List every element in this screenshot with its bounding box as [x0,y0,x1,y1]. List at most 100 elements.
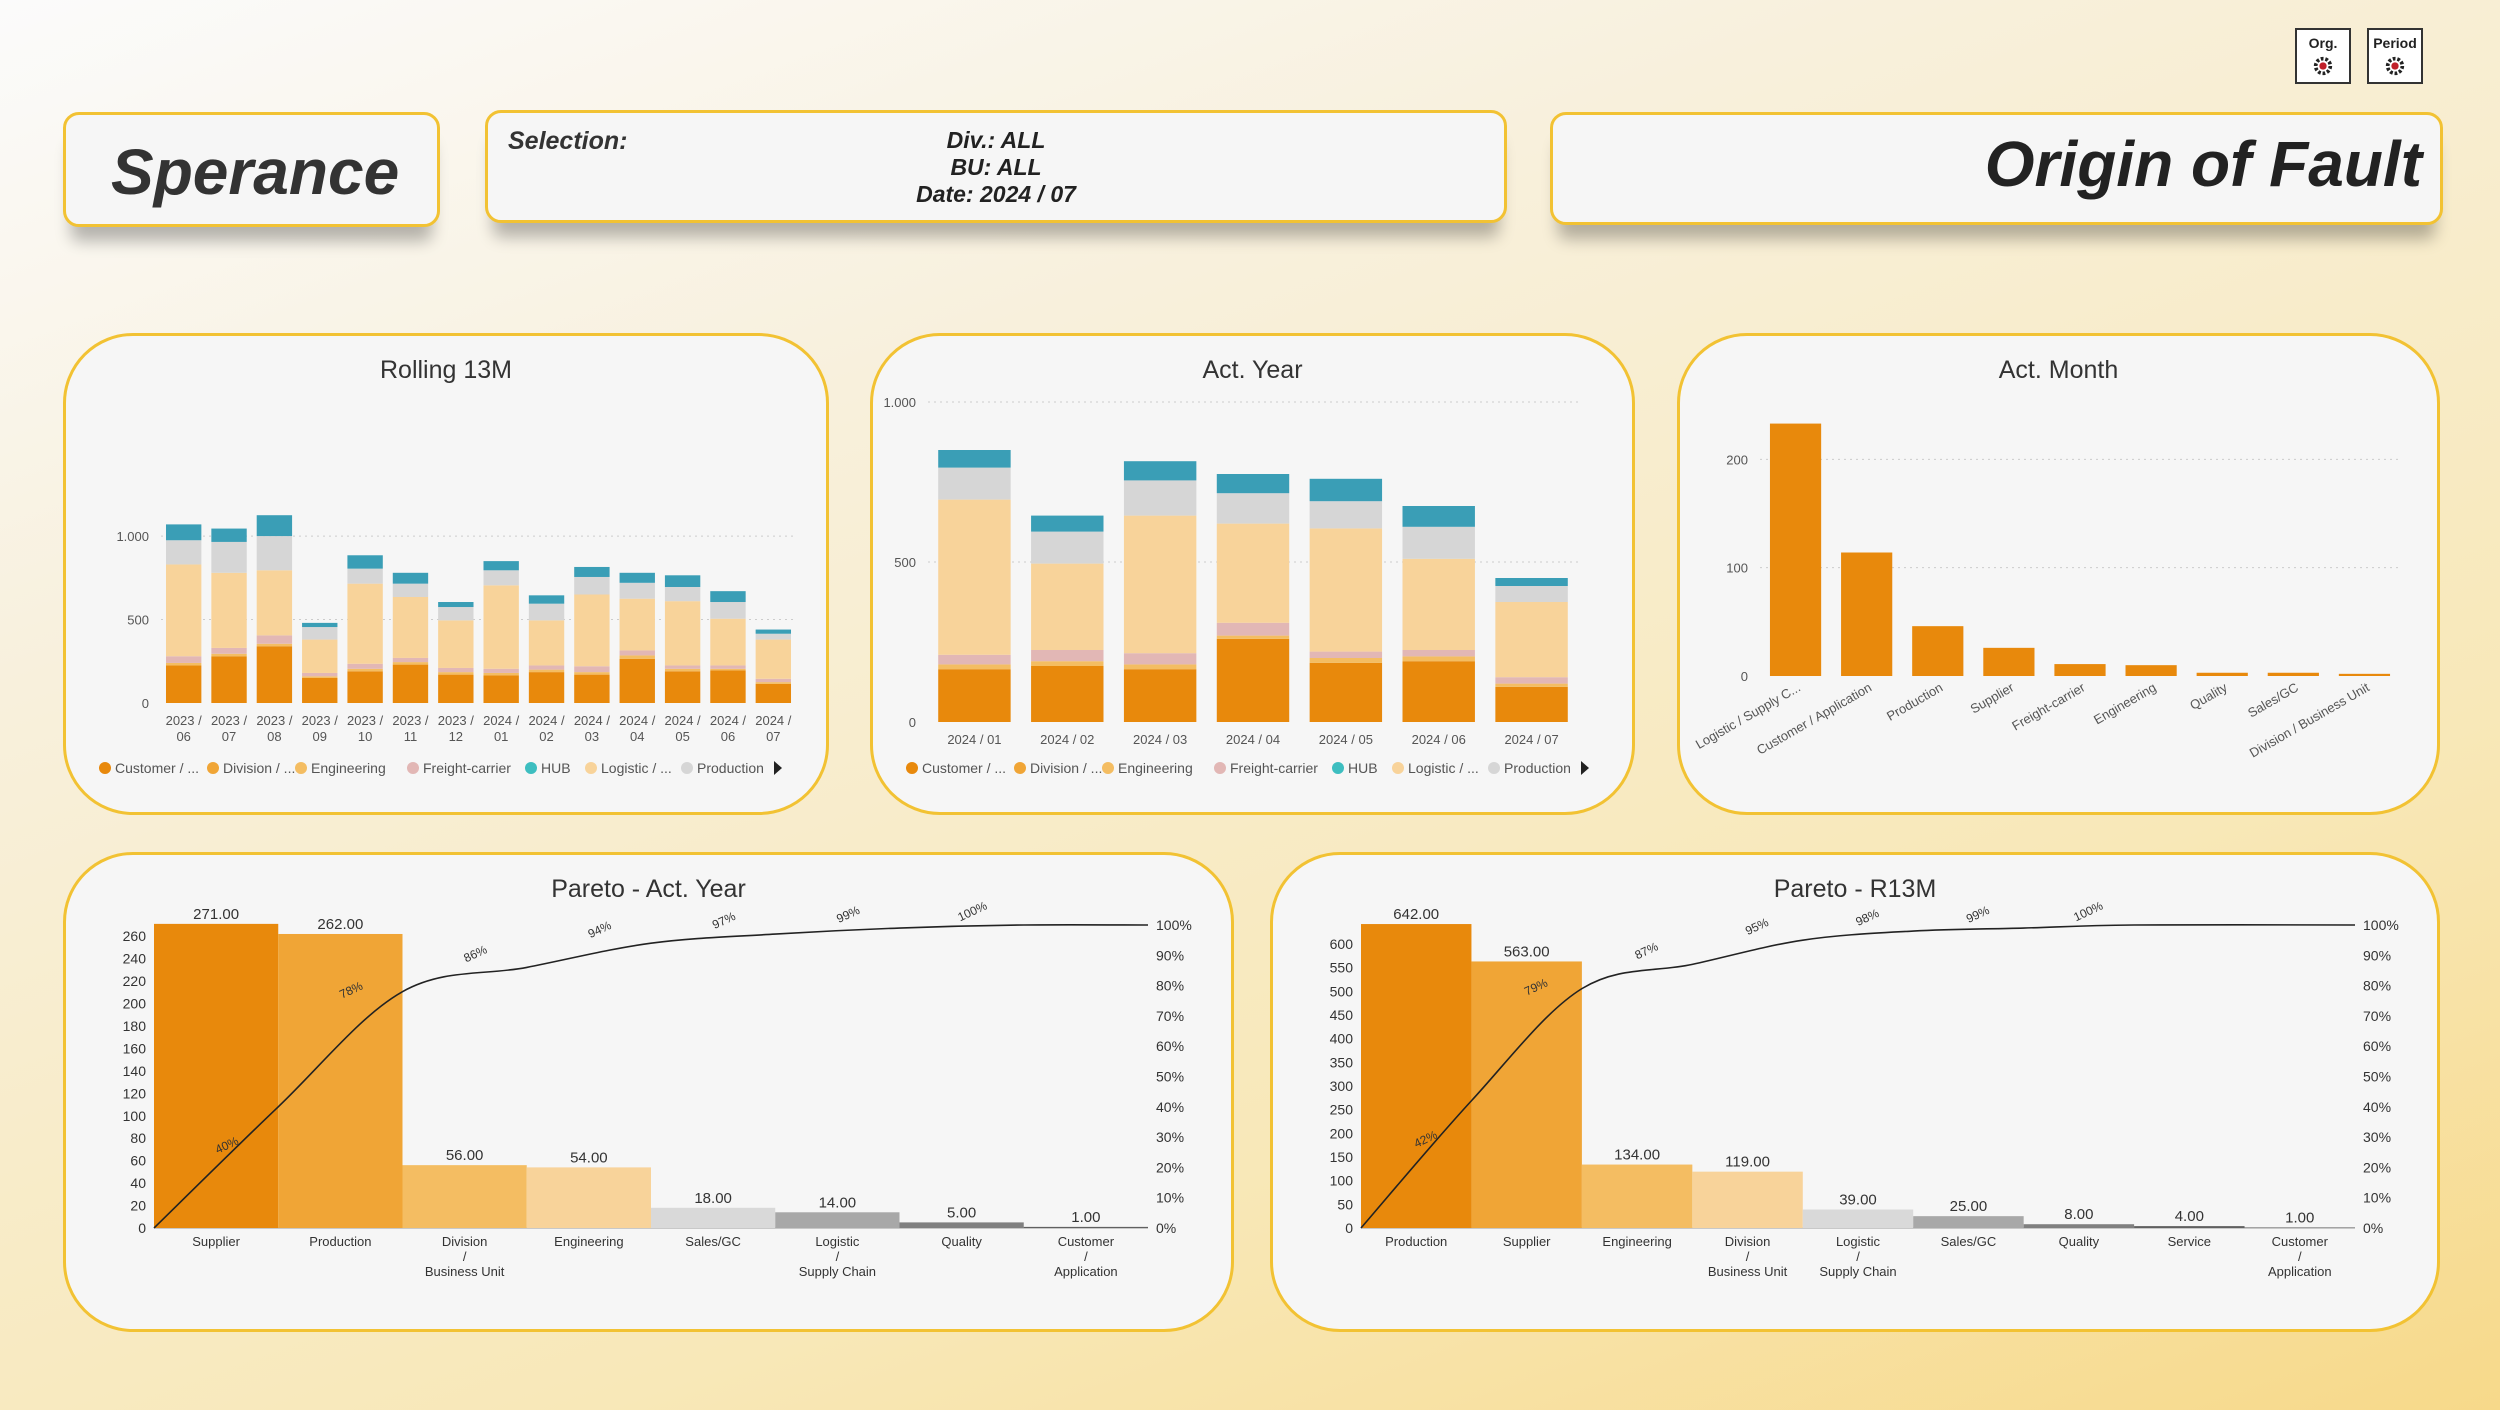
bar-segment [528,620,565,666]
legend-swatch [1332,762,1344,774]
bar-segment [574,576,610,595]
x-tick-label: 2024 / [755,713,792,728]
bar-segment [1309,528,1383,652]
bar-segment [755,639,792,679]
x-tick-label: Quality [2059,1234,2100,1249]
x-tick-label: Supplier [1503,1234,1551,1249]
data-label: 18.00 [694,1190,732,1207]
gear-icon [2385,56,2405,76]
y2-tick-label: 40% [1156,1099,1184,1115]
legend-label: Logistic / ... [601,760,672,776]
bar-segment [392,572,429,584]
y-tick-label: 600 [1330,936,1354,952]
bar-segment [710,665,746,669]
bar-segment [1123,515,1197,654]
period-filter-button[interactable]: Period [2367,28,2423,84]
x-tick-label: 2024 / [483,713,520,728]
bar-segment [1495,683,1568,687]
bar [154,923,279,1228]
bar [1471,961,1582,1228]
y2-tick-label: 20% [1156,1159,1184,1175]
bar-segment [302,639,338,673]
x-tick-label: 01 [494,729,508,744]
bar-segment [619,658,655,703]
x-tick-label: / [1856,1249,1860,1264]
bar-segment [392,583,429,598]
bar-segment [347,663,383,669]
bar-segment [574,666,610,673]
bar-segment [1216,474,1290,494]
bar [2125,665,2177,676]
bar-segment [483,668,519,673]
bar-segment [438,620,474,668]
x-tick-label: / [2298,1249,2302,1264]
y-tick-label: 60 [130,1153,146,1169]
legend-label: Freight-carrier [423,760,511,776]
x-tick-label: / [836,1249,840,1264]
org-filter-button[interactable]: Org. [2295,28,2351,84]
x-tick-label: Sales/GC [1941,1234,1997,1249]
data-label: 642.00 [1393,906,1439,923]
bar-segment [938,664,1011,670]
org-button-label: Org. [2308,35,2338,51]
bar-segment [1402,656,1475,662]
bar-segment [755,678,792,683]
bar-segment [256,570,293,636]
y2-tick-label: 80% [2363,978,2391,994]
y-tick-label: 50 [1337,1196,1353,1212]
cumulative-label: 86% [462,942,490,965]
selection-card: Selection: Div.: ALL BU: ALL Date: 2024 … [485,110,1507,223]
logo: Sperance [111,136,400,208]
y-tick-label: 180 [123,1018,147,1034]
bar-segment [574,674,610,703]
bar-segment [755,683,792,703]
bar-segment [710,602,746,619]
bar-segment [1495,677,1568,684]
x-tick-label: Production [309,1234,371,1249]
bar [2267,672,2319,676]
logo-card: Sperance [63,112,440,227]
y-tick-label: 500 [127,613,149,628]
y-tick-label: 250 [1330,1102,1354,1118]
bar-segment [211,656,247,703]
bar [2196,672,2248,676]
bar-segment [619,598,655,651]
x-tick-label: 2024 / 03 [1133,732,1187,747]
bar-segment [165,540,202,565]
legend-label: Production [697,760,764,776]
y2-tick-label: 10% [2363,1190,2391,1206]
x-tick-label: 10 [358,729,372,744]
bar-segment [755,633,792,640]
x-tick-label: 2024 / [665,713,702,728]
bar-segment [664,671,701,703]
x-tick-label: / [1746,1249,1750,1264]
bar-segment [438,667,474,673]
legend-swatch [585,762,597,774]
data-label: 1.00 [2285,1210,2314,1227]
y-tick-label: 100 [1330,1173,1354,1189]
y-tick-label: 20 [130,1198,146,1214]
bar-segment [938,654,1011,665]
chart-title: Act. Month [1998,356,2119,384]
chart-title: Act. Year [1202,356,1303,384]
bar [2134,1226,2245,1228]
legend-label: Customer / ... [922,760,1006,776]
bar-segment [165,656,202,663]
y2-tick-label: 60% [2363,1038,2391,1054]
bar-segment [302,676,338,678]
bar-segment [1309,658,1383,663]
bar-segment [483,672,519,676]
bar-segment [1216,635,1290,639]
bar-segment [938,669,1011,722]
data-label: 262.00 [317,916,363,933]
x-tick-label: 2024 / 04 [1226,732,1280,747]
bar-segment [755,629,792,634]
bar-segment [1031,563,1104,650]
x-tick-label: Supplier [192,1234,240,1249]
y-tick-label: 200 [1726,452,1748,467]
x-tick-label: Engineering [2091,680,2159,728]
bar [775,1212,900,1228]
data-label: 25.00 [1950,1198,1988,1215]
rolling13m-panel: Rolling 13M 0 500 1.000 2023 /06 2023 /07 202… [63,333,829,815]
